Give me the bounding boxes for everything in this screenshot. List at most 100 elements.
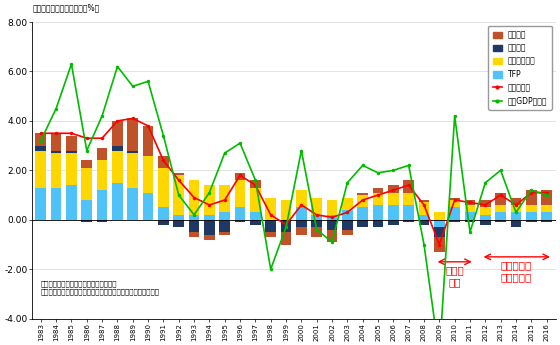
- Bar: [143, 126, 153, 156]
- Bar: [174, 173, 184, 175]
- Bar: [250, 213, 261, 220]
- Bar: [511, 220, 521, 227]
- Bar: [342, 220, 353, 230]
- Bar: [174, 175, 184, 215]
- Bar: [372, 205, 384, 220]
- Bar: [112, 121, 123, 146]
- Bar: [81, 160, 92, 168]
- Text: 単位（前年度比、寄与度、%）: 単位（前年度比、寄与度、%）: [33, 3, 100, 12]
- Bar: [480, 215, 491, 220]
- Bar: [465, 200, 475, 205]
- Bar: [403, 220, 414, 222]
- Bar: [189, 215, 199, 220]
- Bar: [235, 173, 245, 180]
- Bar: [542, 190, 552, 205]
- Bar: [357, 195, 368, 207]
- Bar: [235, 180, 245, 207]
- Bar: [511, 213, 521, 220]
- Bar: [97, 148, 108, 160]
- Bar: [281, 220, 291, 232]
- Bar: [311, 227, 322, 237]
- Bar: [449, 200, 460, 207]
- Bar: [542, 220, 552, 222]
- Bar: [465, 205, 475, 213]
- Bar: [220, 220, 230, 232]
- Bar: [174, 215, 184, 220]
- Bar: [449, 207, 460, 220]
- Bar: [127, 153, 138, 188]
- Bar: [342, 210, 353, 220]
- Bar: [97, 220, 108, 222]
- Bar: [388, 205, 399, 220]
- Bar: [357, 193, 368, 195]
- Text: 注　：日本銀行調査統計局による推計値
出典：内閣府、日本銀行、総務省、厚生労働省、経済産業省等: 注 ：日本銀行調査統計局による推計値 出典：内閣府、日本銀行、総務省、厚生労働省…: [41, 280, 160, 295]
- Bar: [235, 207, 245, 220]
- Bar: [204, 235, 215, 239]
- Bar: [265, 220, 276, 232]
- Bar: [388, 220, 399, 225]
- Bar: [204, 220, 215, 235]
- Bar: [66, 153, 77, 185]
- Bar: [495, 193, 506, 205]
- Bar: [81, 168, 92, 200]
- Bar: [495, 205, 506, 213]
- Bar: [250, 188, 261, 213]
- Bar: [143, 156, 153, 193]
- Bar: [174, 220, 184, 227]
- Bar: [311, 198, 322, 215]
- Bar: [51, 150, 62, 153]
- Text: 投資が
低迷: 投資が 低迷: [445, 266, 464, 287]
- Bar: [449, 198, 460, 200]
- Bar: [480, 200, 491, 207]
- Bar: [403, 193, 414, 205]
- Bar: [326, 200, 337, 215]
- Bar: [403, 180, 414, 193]
- Bar: [342, 230, 353, 235]
- Bar: [35, 133, 46, 146]
- Bar: [281, 232, 291, 245]
- Bar: [250, 220, 261, 225]
- Bar: [372, 220, 384, 227]
- Bar: [357, 220, 368, 227]
- Bar: [526, 190, 536, 205]
- Bar: [112, 150, 123, 183]
- Bar: [296, 227, 307, 235]
- Bar: [372, 193, 384, 205]
- Bar: [434, 220, 445, 227]
- Bar: [434, 237, 445, 252]
- Bar: [189, 232, 199, 237]
- Bar: [127, 150, 138, 153]
- Bar: [511, 198, 521, 205]
- Bar: [311, 220, 322, 227]
- Bar: [495, 213, 506, 220]
- Bar: [35, 188, 46, 220]
- Bar: [250, 180, 261, 188]
- Bar: [311, 215, 322, 220]
- Bar: [281, 200, 291, 220]
- Bar: [357, 207, 368, 220]
- Bar: [296, 207, 307, 220]
- Bar: [97, 190, 108, 220]
- Bar: [112, 146, 123, 150]
- Bar: [419, 200, 430, 203]
- Bar: [158, 168, 169, 207]
- Bar: [158, 220, 169, 225]
- Bar: [326, 220, 337, 230]
- Legend: 就業者数, 労働時間, 資本ストック, TFP, 潜在成長率, 実質GDP成長率: 就業者数, 労働時間, 資本ストック, TFP, 潜在成長率, 実質GDP成長率: [488, 26, 552, 110]
- Bar: [204, 185, 215, 215]
- Bar: [342, 198, 353, 210]
- Bar: [112, 183, 123, 220]
- Bar: [158, 207, 169, 220]
- Bar: [66, 185, 77, 220]
- Bar: [296, 220, 307, 227]
- Bar: [265, 198, 276, 220]
- Bar: [235, 220, 245, 222]
- Bar: [66, 150, 77, 153]
- Bar: [465, 213, 475, 220]
- Bar: [127, 118, 138, 150]
- Bar: [51, 188, 62, 220]
- Bar: [326, 215, 337, 220]
- Bar: [419, 220, 430, 225]
- Bar: [127, 188, 138, 220]
- Bar: [403, 205, 414, 220]
